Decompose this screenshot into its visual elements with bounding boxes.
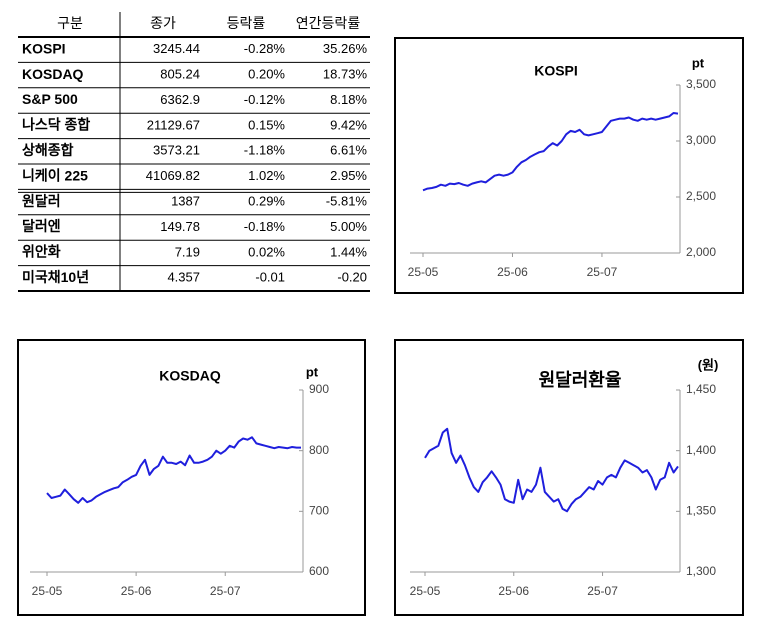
- table-cell: 0.20%: [248, 67, 285, 82]
- y-axis-label: pt: [692, 55, 705, 70]
- table-cell: 5.00%: [330, 219, 367, 234]
- x-tick-label: 25-06: [121, 584, 152, 598]
- row-name: 원달러: [22, 193, 61, 209]
- table-cell: 6362.9: [160, 92, 200, 107]
- table-cell: -1.18%: [244, 143, 286, 158]
- table-header: 구분: [57, 15, 83, 31]
- row-name: 미국채10년: [22, 269, 89, 285]
- x-tick-label: 25-05: [410, 584, 441, 598]
- chart-frame: [17, 339, 366, 616]
- table-cell: 18.73%: [323, 67, 368, 82]
- x-tick-label: 25-07: [587, 584, 618, 598]
- table-cell: 0.02%: [248, 244, 285, 259]
- table-cell: 805.24: [160, 67, 200, 82]
- x-tick-label: 25-07: [210, 584, 241, 598]
- y-tick-label: 900: [309, 382, 329, 396]
- table-cell: 1387: [171, 194, 200, 209]
- table-cell: -0.01: [255, 270, 285, 285]
- y-tick-label: 800: [309, 443, 329, 457]
- table-header: 연간등락률: [296, 15, 361, 31]
- table-cell: 3245.44: [153, 41, 200, 56]
- y-tick-label: 1,300: [686, 564, 716, 578]
- y-tick-label: 1,450: [686, 382, 716, 396]
- table-cell: 9.42%: [330, 117, 367, 132]
- table-cell: 3573.21: [153, 143, 200, 158]
- row-name: S&P 500: [22, 91, 78, 107]
- row-name: 니케이 225: [22, 167, 88, 183]
- row-name: 나스닥 종합: [22, 117, 90, 133]
- x-tick-label: 25-07: [587, 265, 618, 279]
- chart-title: KOSDAQ: [159, 368, 221, 384]
- table-cell: -0.12%: [244, 92, 286, 107]
- chart-frame: [394, 37, 744, 294]
- table-cell: 35.26%: [323, 41, 368, 56]
- table-cell: 7.19: [175, 244, 200, 259]
- y-axis-label: pt: [306, 364, 319, 379]
- table-cell: -0.20: [337, 270, 367, 285]
- x-tick-label: 25-05: [408, 265, 439, 279]
- chart-frame: [394, 339, 744, 616]
- chart-title: 원달러환율: [539, 369, 622, 390]
- y-tick-label: 600: [309, 564, 329, 578]
- row-name: KOSPI: [22, 40, 66, 56]
- table-cell: -5.81%: [326, 194, 368, 209]
- table-cell: 21129.67: [147, 117, 200, 132]
- table-header: 종가: [150, 15, 176, 31]
- y-tick-label: 2,500: [686, 189, 716, 203]
- x-tick-label: 25-06: [498, 584, 529, 598]
- table-cell: 0.15%: [248, 117, 285, 132]
- series-line: [422, 112, 679, 192]
- row-name: 달러엔: [22, 218, 61, 234]
- y-tick-label: 3,500: [686, 77, 716, 91]
- chart-title: KOSPI: [534, 63, 578, 79]
- series-line: [424, 427, 679, 513]
- y-tick-label: 2,000: [686, 245, 716, 259]
- x-tick-label: 25-06: [497, 265, 528, 279]
- table-cell: 149.78: [160, 219, 200, 234]
- table-cell: -0.18%: [244, 219, 286, 234]
- y-axis-label: (원): [698, 357, 719, 372]
- table-cell: 8.18%: [330, 92, 367, 107]
- y-tick-label: 700: [309, 504, 329, 518]
- table-cell: 0.29%: [248, 194, 285, 209]
- table-cell: 4.357: [167, 270, 200, 285]
- table-cell: 1.02%: [248, 168, 285, 183]
- table-cell: 1.44%: [330, 244, 367, 259]
- table-cell: 2.95%: [330, 168, 367, 183]
- y-tick-label: 1,350: [686, 504, 716, 518]
- table-cell: 6.61%: [330, 143, 367, 158]
- series-line: [46, 436, 301, 504]
- row-name: KOSDAQ: [22, 66, 84, 82]
- y-tick-label: 3,000: [686, 133, 716, 147]
- table-header: 등락률: [227, 15, 266, 31]
- table-cell: 41069.82: [146, 168, 200, 183]
- row-name: 위안화: [22, 244, 61, 260]
- y-tick-label: 1,400: [686, 443, 716, 457]
- table-cell: -0.28%: [244, 41, 286, 56]
- row-name: 상해종합: [22, 142, 74, 158]
- x-tick-label: 25-05: [32, 584, 63, 598]
